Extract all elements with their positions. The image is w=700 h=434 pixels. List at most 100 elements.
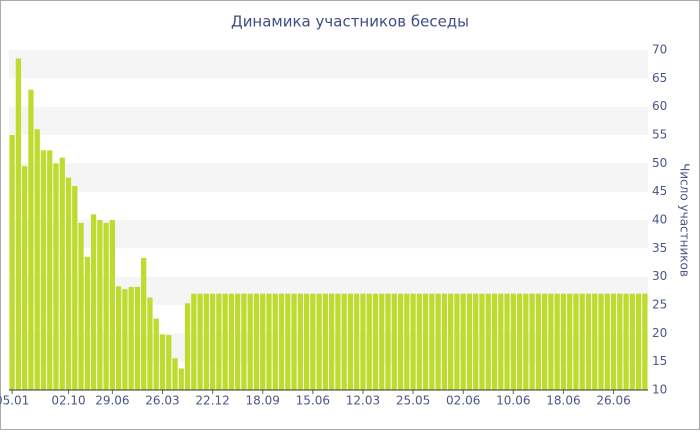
y-tick-label: 15 <box>652 354 667 368</box>
grid-stripe <box>9 333 648 362</box>
bar <box>347 293 354 390</box>
bar <box>228 293 235 390</box>
bar <box>592 293 598 390</box>
grid-stripe <box>9 276 648 305</box>
x-tick-label: 18.06 <box>546 394 580 408</box>
bar <box>97 220 103 390</box>
bar <box>567 293 573 390</box>
x-tick-label: 15.06 <box>296 394 330 408</box>
bar <box>560 293 567 390</box>
bar <box>128 286 134 390</box>
bar <box>379 293 385 390</box>
bar <box>109 220 115 390</box>
bar <box>203 293 209 390</box>
bar <box>184 303 191 390</box>
bar <box>84 256 90 390</box>
bar <box>579 293 585 390</box>
bar <box>410 293 416 390</box>
bar <box>272 293 278 390</box>
bar <box>354 293 360 390</box>
bar <box>159 334 166 390</box>
bar <box>516 293 523 390</box>
bar <box>47 150 53 390</box>
grid-stripe <box>9 106 648 135</box>
bar <box>642 293 648 390</box>
bar <box>542 293 548 390</box>
grid-stripe <box>9 163 648 192</box>
bar <box>72 186 78 390</box>
bar <box>510 293 516 390</box>
bar <box>285 293 291 390</box>
bar <box>397 293 404 390</box>
bar <box>291 293 297 390</box>
bar <box>172 358 178 390</box>
y-tick-label: 70 <box>652 43 667 57</box>
bar <box>222 293 228 390</box>
bar <box>604 293 610 390</box>
bar <box>329 293 335 390</box>
bar <box>610 293 617 390</box>
x-tick-label: 02.10 <box>51 394 85 408</box>
bar <box>141 257 147 390</box>
x-tick-label: 02.06 <box>446 394 480 408</box>
x-tick-label: 22.12 <box>195 394 229 408</box>
y-tick-label: 35 <box>652 241 667 255</box>
bar <box>617 293 623 390</box>
bar <box>235 293 241 390</box>
bar <box>385 293 391 390</box>
y-tick-label: 45 <box>652 184 667 198</box>
y-tick-label: 10 <box>652 383 667 397</box>
grid <box>9 50 648 362</box>
bar <box>535 293 541 390</box>
bar <box>585 293 592 390</box>
bar <box>491 293 498 390</box>
bar <box>59 157 65 390</box>
bar <box>473 293 479 390</box>
x-tick-label: 18.09 <box>246 394 280 408</box>
bar <box>623 293 629 390</box>
bar <box>90 214 97 390</box>
bar <box>15 58 22 390</box>
y-tick-label: 30 <box>652 269 667 283</box>
bar <box>310 293 316 390</box>
bar <box>322 293 328 390</box>
bar <box>303 293 310 390</box>
bar <box>153 318 159 390</box>
bar <box>435 293 441 390</box>
bar <box>504 293 510 390</box>
bar <box>316 293 322 390</box>
bar <box>134 286 141 390</box>
bar <box>441 293 448 390</box>
bar <box>404 293 410 390</box>
bar <box>366 293 372 390</box>
bar <box>598 293 604 390</box>
bar <box>372 293 379 390</box>
x-tick-label: 26.06 <box>596 394 630 408</box>
x-tick-label: 29.06 <box>95 394 129 408</box>
bar <box>429 293 435 390</box>
bar <box>360 293 366 390</box>
bar <box>216 293 222 390</box>
bar <box>466 293 473 390</box>
bar <box>65 177 72 390</box>
bar <box>529 293 535 390</box>
bar <box>479 293 485 390</box>
y-axis-label: Число участников <box>678 163 692 277</box>
bar <box>22 166 28 390</box>
bar <box>297 293 303 390</box>
y-tick-label: 20 <box>652 326 667 340</box>
bar <box>391 293 397 390</box>
y-tick-label: 65 <box>652 71 667 85</box>
bar <box>53 163 59 390</box>
bar <box>247 293 253 390</box>
bar <box>166 335 172 390</box>
bar <box>278 293 285 390</box>
bar <box>116 286 122 390</box>
grid-stripe <box>9 220 648 249</box>
bar <box>209 293 216 390</box>
bar <box>178 368 184 390</box>
bar <box>122 289 128 390</box>
bar <box>523 293 529 390</box>
bar <box>485 293 491 390</box>
